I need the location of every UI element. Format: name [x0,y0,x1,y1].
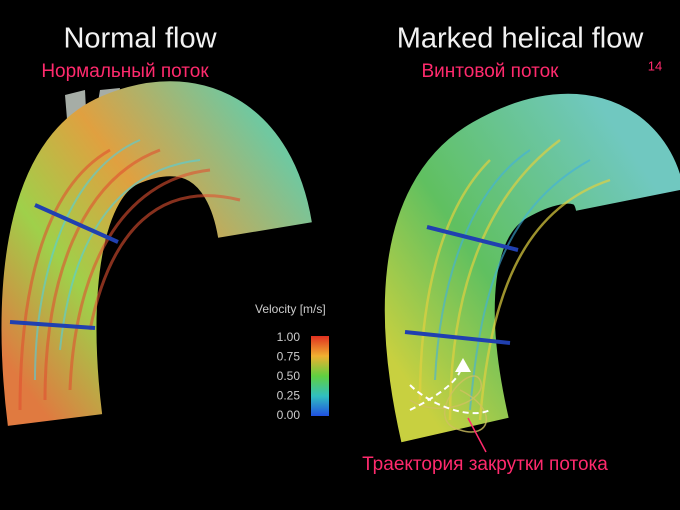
right-title: Marked helical flow [397,23,645,55]
legend-label: 0.25 [277,389,301,403]
legend-label: 0.00 [277,408,301,422]
legend-label: 1.00 [277,330,301,344]
annotation: Траектория закрутки потока [362,454,608,475]
right-subtitle: Винтовой поток [422,61,560,82]
legend-label: 0.75 [277,350,301,364]
legend-label: 0.50 [277,369,301,383]
legend-title: Velocity [m/s] [255,302,326,316]
normal-flow-image [1,81,312,426]
annotation-pointer [467,417,487,453]
page-number: 14 [648,58,662,73]
colorbar [311,336,329,416]
velocity-legend: Velocity [m/s] 1.00 0.75 0.50 0.25 0.00 [255,302,329,422]
left-title: Normal flow [63,23,217,55]
left-subtitle: Нормальный поток [41,61,209,82]
helical-flow-image [384,93,680,443]
